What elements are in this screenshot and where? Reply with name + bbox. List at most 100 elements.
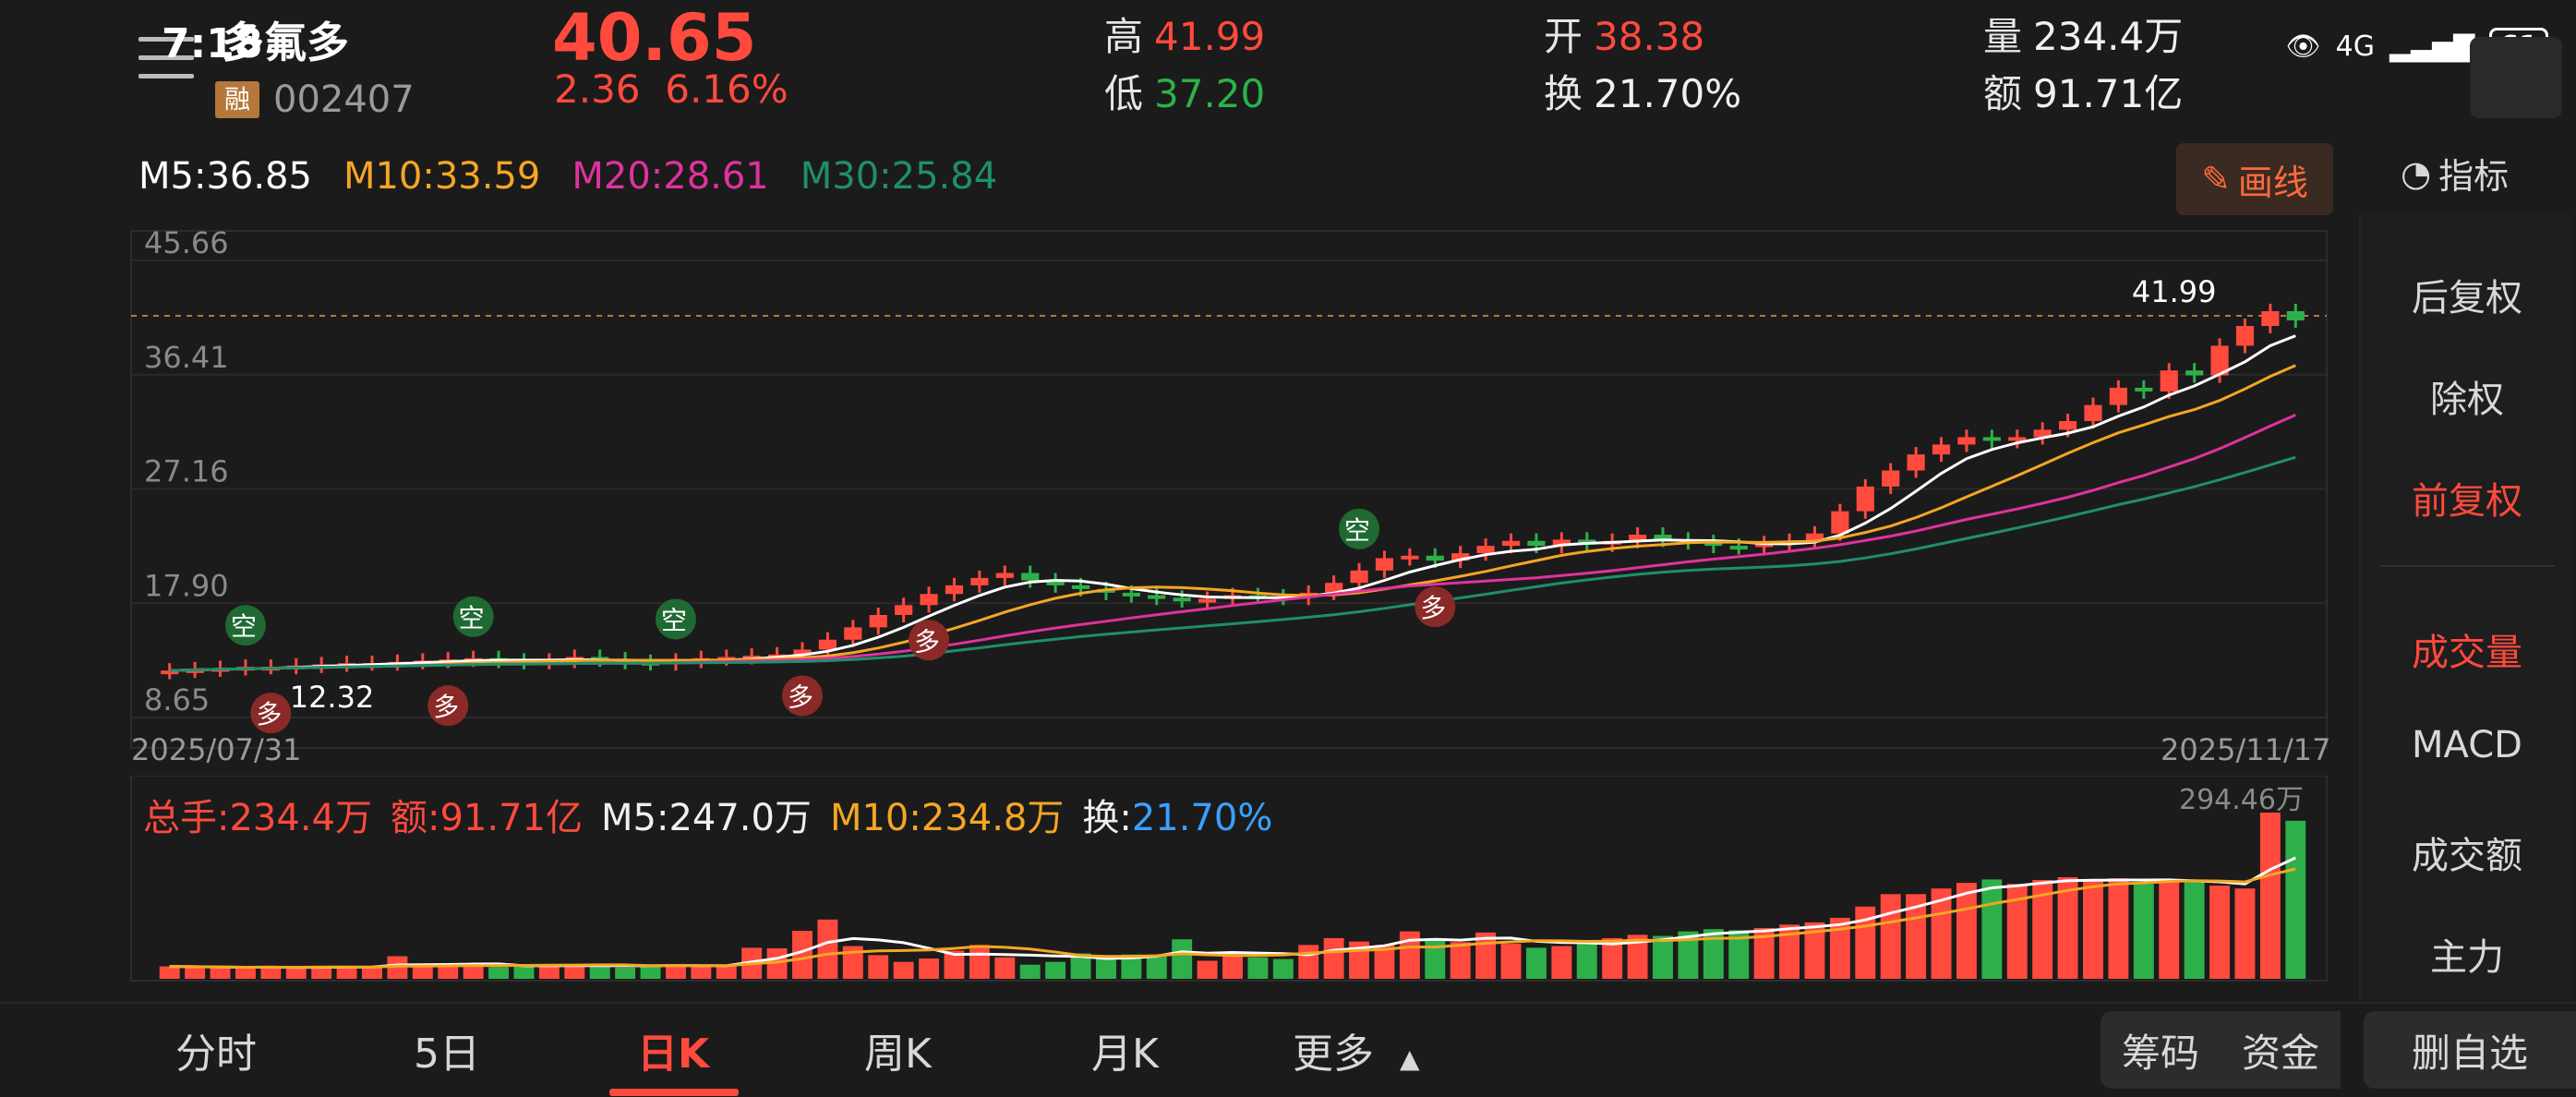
bull-signal-dot <box>1414 586 1456 628</box>
volume-bar <box>1728 930 1750 979</box>
menu-icon[interactable] <box>138 37 194 79</box>
low-value: 37.20 <box>1154 71 1266 116</box>
candle-body <box>1882 470 1900 487</box>
change-value: 2.36 <box>554 66 641 112</box>
funds-button[interactable]: 资金 <box>2241 1030 2319 1076</box>
volume-bar <box>1931 888 1952 979</box>
gauge-icon: ◔ <box>2401 152 2432 194</box>
volume-frame <box>130 776 2328 982</box>
y-tick-label: 8.65 <box>144 682 210 717</box>
option-macd[interactable]: MACD <box>2412 724 2522 766</box>
ma20-label: M20:28.61 <box>572 155 769 198</box>
candle-body <box>895 605 913 615</box>
volume-bar <box>1753 927 1775 979</box>
volume-bar <box>1602 937 1623 979</box>
option-pre-adjust[interactable]: 前复权 <box>2412 480 2522 523</box>
volume-bar <box>1627 934 1648 979</box>
remove-watchlist-button[interactable]: 删自选 <box>2364 1011 2576 1089</box>
option-volume[interactable]: 成交量 <box>2412 632 2522 674</box>
volume-bar <box>1779 924 1800 979</box>
volume-ma-line <box>169 867 2296 970</box>
volume-bar <box>260 967 282 979</box>
pencil-icon: ✎ <box>2201 159 2231 199</box>
volume-bar <box>1500 944 1522 979</box>
tab-monthly-k[interactable]: 月K <box>1091 1031 1159 1078</box>
right-options-panel: 后复权 除权 前复权 成交量 MACD 成交额 主力 <box>2359 214 2571 999</box>
bear-signal-label: 空 <box>459 603 485 633</box>
candle-body <box>1982 437 2001 441</box>
option-ex-rights[interactable]: 除权 <box>2430 379 2504 421</box>
volume-bar <box>2083 880 2103 979</box>
high-label: 高 <box>1104 14 1144 59</box>
volume-bar <box>285 967 307 979</box>
volume-bar <box>1450 942 1471 979</box>
volume-bar <box>1121 954 1142 979</box>
ma-line-m5 <box>169 334 2296 672</box>
ma10-label: M10:33.59 <box>343 155 541 198</box>
candle-body <box>2261 310 2280 327</box>
volume-bar <box>716 965 737 979</box>
candle-body <box>1907 454 1925 471</box>
candle-body <box>1148 595 1166 599</box>
volume-bar <box>1272 958 1294 979</box>
volume-bar <box>1551 946 1572 979</box>
volume-bar <box>387 956 408 979</box>
bear-signal-label: 空 <box>661 605 687 635</box>
stock-code: 002407 <box>273 78 415 121</box>
candle-body <box>1401 555 1419 560</box>
volume-chart[interactable]: 294.46万 <box>129 776 2331 988</box>
volume-value: 234.4万 <box>2033 14 2184 59</box>
volume-bar <box>362 967 382 979</box>
volume-max-label: 294.46万 <box>2179 784 2304 816</box>
eye-icon: 👁 <box>2285 30 2321 63</box>
volume-bar <box>2108 878 2129 979</box>
volume-bar <box>1197 960 1218 979</box>
volume-bar <box>893 961 914 979</box>
option-turnover-amount[interactable]: 成交额 <box>2412 835 2522 877</box>
volume-turnover-value: 21.70% <box>1131 797 1273 839</box>
bull-signal: 多 <box>909 620 950 661</box>
option-post-adjust[interactable]: 后复权 <box>2412 277 2522 319</box>
candle-body <box>1451 553 1470 561</box>
volume-amount: 额:91.71亿 <box>391 797 583 839</box>
draw-line-button[interactable]: ✎ 画线 <box>2176 143 2333 215</box>
end-date-label: 2025/11/17 <box>2161 732 2330 766</box>
tab-weekly-k[interactable]: 周K <box>864 1031 932 1078</box>
tab-intraday[interactable]: 分时 <box>175 1031 257 1078</box>
ma-line-m20 <box>169 414 2296 672</box>
candle-body <box>1046 580 1065 585</box>
tab-5day[interactable]: 5日 <box>414 1031 480 1078</box>
indicator-label: 指标 <box>2438 156 2510 197</box>
search-button[interactable] <box>2470 37 2562 118</box>
candle-body <box>1729 546 1748 550</box>
option-main-force[interactable]: 主力 <box>2430 936 2504 979</box>
volume-bar <box>2159 879 2180 979</box>
panel-divider <box>2379 565 2555 567</box>
network-icon: 4G <box>2335 30 2375 63</box>
volume-bar <box>817 919 838 979</box>
bull-signal-label: 多 <box>256 699 282 729</box>
bear-signal: 空 <box>452 596 494 637</box>
indicator-button[interactable]: ◔ 指标 <box>2401 148 2509 199</box>
volume-bar <box>1095 955 1116 979</box>
candle-body <box>1350 570 1368 584</box>
kline-chart[interactable]: 45.6636.4127.1617.908.6541.9912.32空空空空多多… <box>129 226 2331 766</box>
tab-daily-k[interactable]: 日K <box>637 1031 710 1078</box>
bull-signal-dot <box>782 675 823 717</box>
bear-signal-label: 空 <box>231 611 257 642</box>
y-tick-label: 36.41 <box>144 340 229 375</box>
volume-ma10: M10:234.8万 <box>829 797 1065 839</box>
volume-bar <box>2234 888 2256 979</box>
volume-bar <box>2184 881 2205 979</box>
volume-bar <box>842 946 863 979</box>
candle-body <box>2033 429 2052 438</box>
signal-icon: ▂▃▅▇ <box>2389 30 2475 63</box>
bull-signal-label: 多 <box>433 692 459 722</box>
volume-bar <box>185 967 206 979</box>
volume-bar <box>944 950 965 979</box>
tab-more[interactable]: 更多 ▲ <box>1293 1020 1420 1079</box>
chips-button[interactable]: 筹码 <box>2121 1030 2199 1076</box>
open-label: 开 <box>1544 14 1583 59</box>
candle-body <box>1325 583 1343 593</box>
bull-signal-dot <box>909 620 950 661</box>
